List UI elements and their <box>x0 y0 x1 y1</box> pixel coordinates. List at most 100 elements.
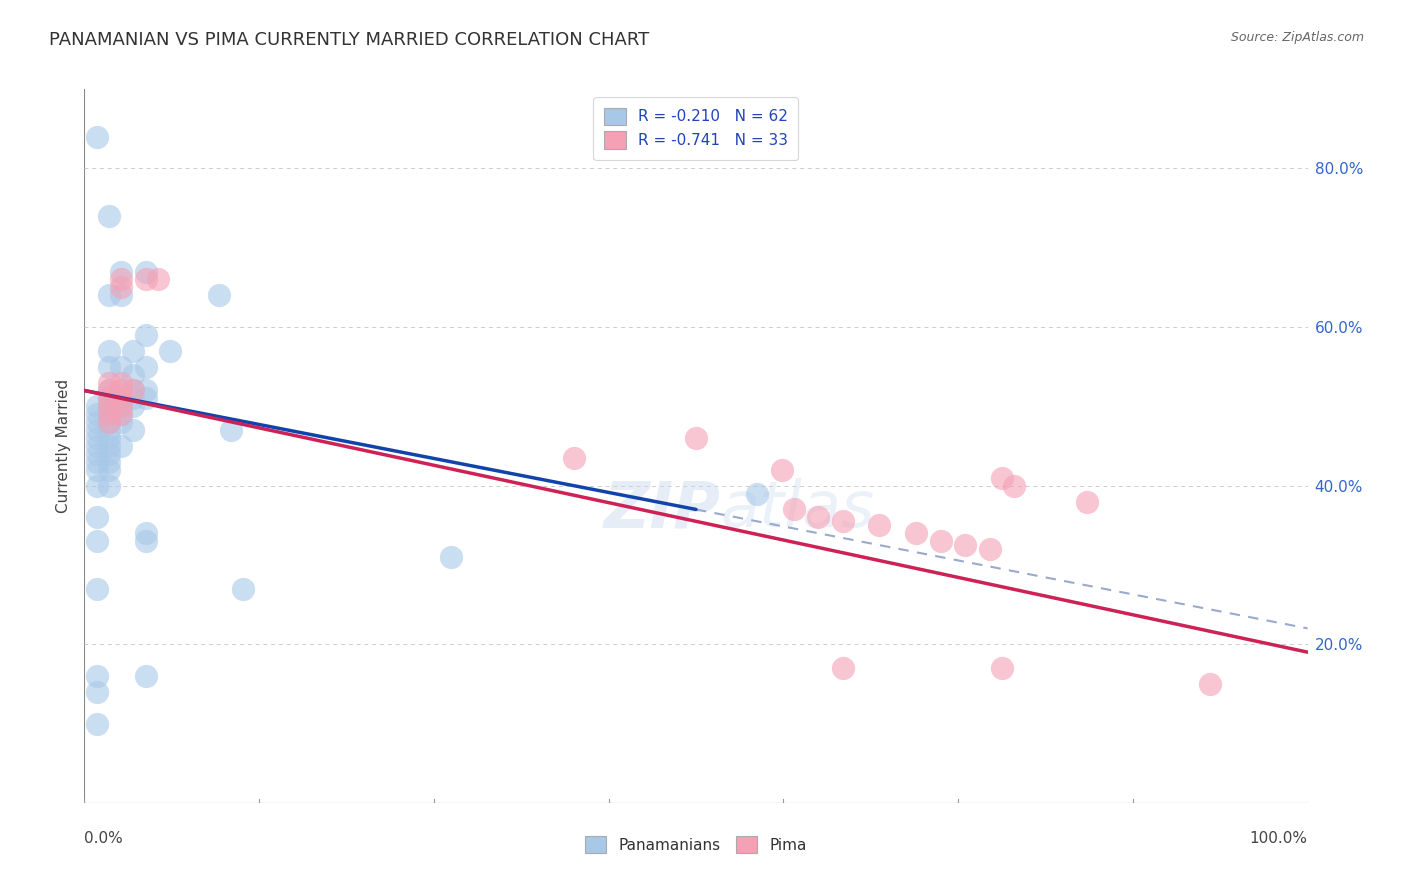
Point <box>905 526 928 541</box>
Point <box>1198 677 1220 691</box>
Point <box>86 407 108 421</box>
Point <box>110 280 132 294</box>
Point <box>783 502 806 516</box>
Point <box>562 450 585 465</box>
Point <box>110 392 132 406</box>
Point <box>440 549 463 564</box>
Legend: Panamanians, Pima: Panamanians, Pima <box>579 830 813 859</box>
Point <box>135 392 157 406</box>
Point <box>86 669 108 683</box>
Point <box>110 407 132 421</box>
Point <box>86 716 108 731</box>
Point <box>1076 494 1098 508</box>
Point <box>122 400 145 414</box>
Text: 100.0%: 100.0% <box>1250 830 1308 846</box>
Point <box>135 526 157 541</box>
Y-axis label: Currently Married: Currently Married <box>56 379 72 513</box>
Point <box>97 415 120 429</box>
Point <box>929 534 952 549</box>
Point <box>110 359 132 374</box>
Point <box>86 447 108 461</box>
Point <box>86 431 108 445</box>
Point <box>159 343 181 358</box>
Point <box>232 582 254 596</box>
Point <box>747 486 769 500</box>
Point <box>208 288 231 302</box>
Point <box>110 272 132 286</box>
Point <box>991 661 1014 675</box>
Point <box>97 407 120 421</box>
Point <box>97 400 120 414</box>
Text: atlas: atlas <box>720 478 875 541</box>
Text: Source: ZipAtlas.com: Source: ZipAtlas.com <box>1230 31 1364 45</box>
Point <box>110 384 132 398</box>
Point <box>97 392 120 406</box>
Point <box>122 384 145 398</box>
Point <box>122 423 145 437</box>
Point <box>135 328 157 343</box>
Point <box>110 439 132 453</box>
Point <box>97 209 120 223</box>
Point <box>86 463 108 477</box>
Point <box>110 376 132 390</box>
Text: PANAMANIAN VS PIMA CURRENTLY MARRIED CORRELATION CHART: PANAMANIAN VS PIMA CURRENTLY MARRIED COR… <box>49 31 650 49</box>
Point <box>135 359 157 374</box>
Point <box>110 392 132 406</box>
Point <box>86 534 108 549</box>
Point <box>979 542 1001 557</box>
Point <box>110 288 132 302</box>
Point <box>97 415 120 429</box>
Point <box>135 264 157 278</box>
Point <box>86 455 108 469</box>
Point <box>97 431 120 445</box>
Point <box>122 384 145 398</box>
Point <box>953 538 976 552</box>
Point <box>110 415 132 429</box>
Point <box>97 343 120 358</box>
Point <box>86 400 108 414</box>
Point <box>122 343 145 358</box>
Point <box>770 463 793 477</box>
Point <box>146 272 169 286</box>
Point <box>807 510 830 524</box>
Point <box>97 478 120 492</box>
Point <box>135 534 157 549</box>
Point <box>831 514 853 528</box>
Point <box>97 384 120 398</box>
Text: 0.0%: 0.0% <box>84 830 124 846</box>
Point <box>991 471 1014 485</box>
Point <box>86 582 108 596</box>
Point <box>110 264 132 278</box>
Point <box>135 669 157 683</box>
Point <box>1002 478 1025 492</box>
Point <box>97 376 120 390</box>
Point <box>86 129 108 144</box>
Point <box>122 392 145 406</box>
Point <box>122 368 145 382</box>
Point <box>135 272 157 286</box>
Point <box>869 518 891 533</box>
Point <box>86 685 108 699</box>
Point <box>86 439 108 453</box>
Point <box>97 407 120 421</box>
Point <box>97 400 120 414</box>
Point <box>219 423 242 437</box>
Point <box>135 384 157 398</box>
Point <box>831 661 853 675</box>
Text: ZIP: ZIP <box>603 478 720 541</box>
Point <box>97 359 120 374</box>
Point <box>110 407 132 421</box>
Point <box>110 400 132 414</box>
Point <box>110 400 132 414</box>
Point <box>97 384 120 398</box>
Point <box>685 431 707 445</box>
Point <box>97 447 120 461</box>
Point <box>86 415 108 429</box>
Point <box>97 423 120 437</box>
Point <box>97 392 120 406</box>
Point <box>97 288 120 302</box>
Point <box>86 478 108 492</box>
Point <box>97 439 120 453</box>
Point <box>97 463 120 477</box>
Point <box>110 384 132 398</box>
